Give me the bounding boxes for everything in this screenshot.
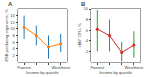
svg-text:Wealthiest: Wealthiest	[51, 65, 70, 70]
svg-text:>BB* CFU, %: >BB* CFU, %	[77, 23, 82, 48]
svg-text:A: A	[8, 1, 13, 7]
svg-text:12: 12	[10, 20, 15, 25]
svg-text:4: 4	[12, 46, 15, 51]
svg-text:Poorest: Poorest	[17, 65, 32, 70]
svg-text:10: 10	[83, 6, 88, 11]
svg-text:Poorest: Poorest	[90, 65, 105, 70]
svg-text:6: 6	[12, 40, 15, 45]
svg-text:14: 14	[10, 13, 15, 18]
svg-text:Income by quartile: Income by quartile	[99, 70, 132, 75]
svg-text:Income by quartile: Income by quartile	[26, 70, 59, 75]
svg-text:Wealthiest: Wealthiest	[125, 65, 144, 70]
svg-text:ESB-producing organisms, %: ESB-producing organisms, %	[4, 9, 9, 62]
svg-text:2: 2	[12, 53, 15, 58]
svg-text:8: 8	[12, 33, 15, 38]
svg-text:10: 10	[10, 26, 15, 31]
svg-text:6: 6	[86, 28, 89, 33]
svg-text:2: 2	[86, 49, 89, 54]
svg-text:B: B	[81, 1, 86, 7]
svg-text:8: 8	[86, 17, 89, 22]
svg-text:4: 4	[86, 38, 89, 43]
